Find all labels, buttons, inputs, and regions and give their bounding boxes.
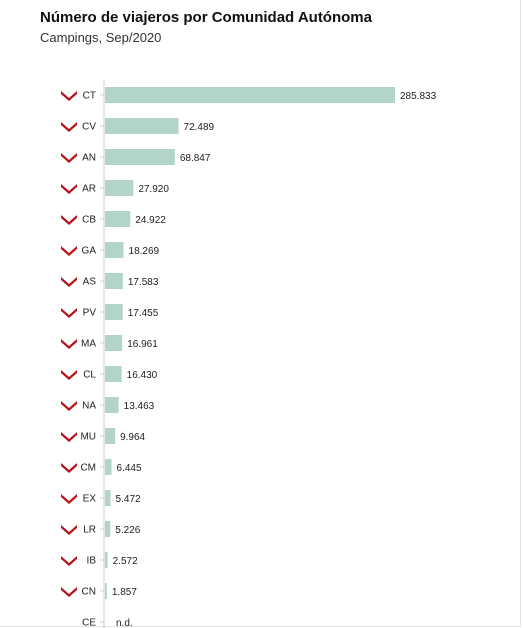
- bar: [105, 87, 395, 103]
- y-tick-label: EX: [83, 494, 97, 505]
- bar: [105, 304, 123, 320]
- value-label: 27.920: [138, 184, 169, 195]
- chevron-down-icon: [61, 463, 77, 473]
- chevron-down-icon: [61, 432, 77, 442]
- y-tick-label: IB: [87, 556, 97, 567]
- y-tick-label: MA: [81, 339, 96, 350]
- bar: [105, 211, 131, 227]
- chevron-down-icon: [61, 215, 77, 225]
- value-label: 16.961: [127, 339, 158, 350]
- value-label: 285.833: [400, 91, 437, 102]
- value-label: 18.269: [129, 246, 160, 257]
- bar: [105, 180, 134, 196]
- chart-subtitle: Campings, Sep/2020: [40, 30, 162, 45]
- value-label: 9.964: [120, 432, 145, 443]
- y-tick-label: AS: [83, 277, 97, 288]
- value-label: 1.857: [112, 587, 137, 598]
- y-tick-label: MU: [80, 432, 96, 443]
- y-tick-label: NA: [82, 401, 96, 412]
- y-tick-label: CN: [82, 587, 96, 598]
- bar: [105, 583, 107, 599]
- chevron-down-icon: [61, 525, 77, 535]
- chevron-down-icon: [61, 122, 77, 132]
- y-tick-label: CB: [82, 215, 96, 226]
- bar: [105, 397, 119, 413]
- bar: [105, 552, 108, 568]
- chevron-down-icon: [61, 277, 77, 287]
- bar: [105, 459, 112, 475]
- y-tick-label: CL: [83, 370, 96, 381]
- value-label: 68.847: [180, 153, 211, 164]
- y-tick-label: PV: [83, 308, 97, 319]
- bar: [105, 490, 111, 506]
- value-label: 13.463: [124, 401, 155, 412]
- bar: [105, 428, 116, 444]
- value-label: 16.430: [127, 370, 158, 381]
- y-tick-label: GA: [82, 246, 97, 257]
- chevron-down-icon: [61, 370, 77, 380]
- y-tick-label: CM: [80, 463, 96, 474]
- chevron-down-icon: [61, 587, 77, 597]
- bar: [105, 149, 175, 165]
- value-label: 6.445: [117, 463, 142, 474]
- chevron-down-icon: [61, 153, 77, 163]
- chevron-down-icon: [61, 91, 77, 101]
- chevron-down-icon: [61, 246, 77, 256]
- chevron-down-icon: [61, 339, 77, 349]
- bar: [105, 242, 124, 258]
- value-label: 17.583: [128, 277, 159, 288]
- value-label: 17.455: [128, 308, 159, 319]
- y-tick-label: AR: [82, 184, 96, 195]
- bar: [105, 273, 123, 289]
- bar: [105, 335, 123, 351]
- chevron-down-icon: [61, 556, 77, 566]
- value-label: 2.572: [113, 556, 138, 567]
- bar: [105, 521, 111, 537]
- bar: [105, 366, 122, 382]
- chevron-down-icon: [61, 401, 77, 411]
- value-label: 24.922: [135, 215, 166, 226]
- value-label: n.d.: [116, 618, 133, 628]
- y-tick-label: AN: [82, 153, 96, 164]
- chart-title: Número de viajeros por Comunidad Autónom…: [40, 9, 372, 26]
- value-label: 5.226: [115, 525, 140, 536]
- chevron-down-icon: [61, 308, 77, 318]
- chevron-down-icon: [61, 184, 77, 194]
- chevron-down-icon: [61, 494, 77, 504]
- y-tick-label: CV: [82, 122, 96, 133]
- value-label: 72.489: [184, 122, 215, 133]
- bar: [105, 118, 179, 134]
- y-tick-label: LR: [83, 525, 96, 536]
- y-tick-label: CE: [82, 618, 96, 628]
- y-tick-label: CT: [83, 91, 96, 102]
- value-label: 5.472: [116, 494, 141, 505]
